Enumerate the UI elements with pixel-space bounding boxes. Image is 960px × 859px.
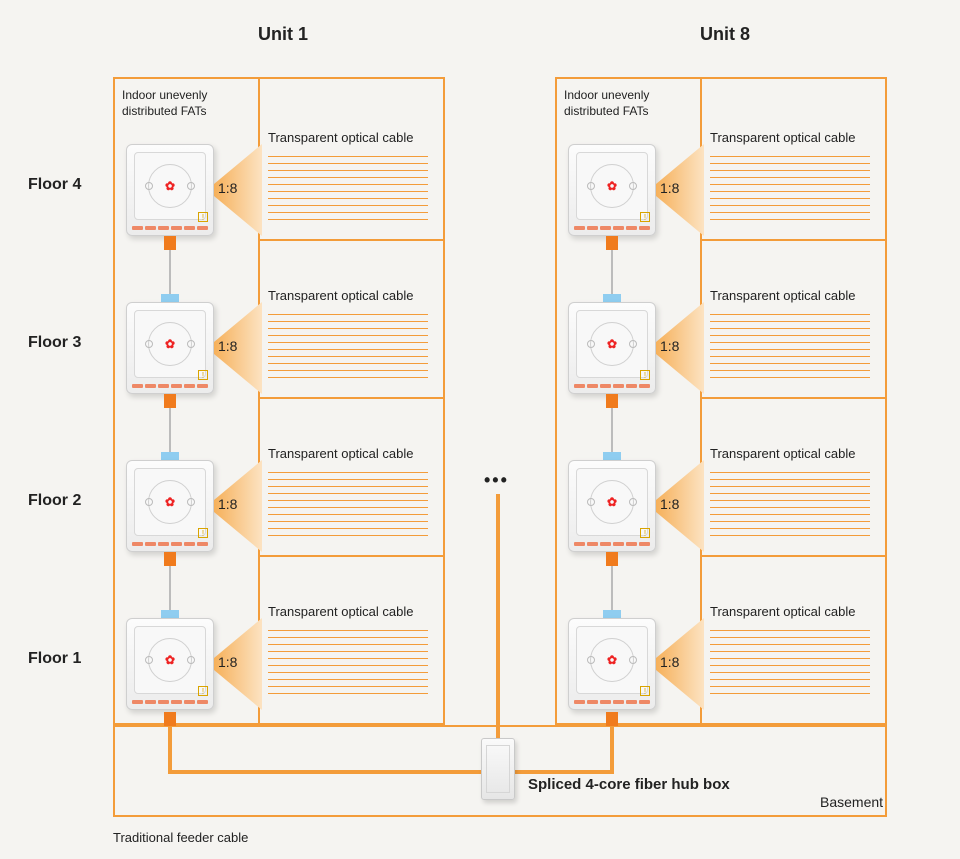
cable-label: Transparent optical cable <box>710 288 856 303</box>
unit-8-title: Unit 8 <box>700 24 750 45</box>
fat-header-u1: Indoor unevenly distributed FATs <box>122 88 207 119</box>
connector-bottom <box>606 552 618 566</box>
u8-drop <box>610 726 614 772</box>
vertical-fiber <box>611 566 613 612</box>
u1-hr-1 <box>258 239 445 241</box>
connector-bottom <box>164 552 176 566</box>
u8-hr-1 <box>700 239 887 241</box>
cable-label: Transparent optical cable <box>268 446 414 461</box>
u1-hr-3 <box>258 555 445 557</box>
floor-label-2: Floor 2 <box>28 492 81 510</box>
connector-bottom <box>606 236 618 250</box>
cable-label: Transparent optical cable <box>710 130 856 145</box>
u8-to-hub <box>513 770 614 774</box>
split-ratio: 1:8 <box>218 180 237 196</box>
unit-1-title: Unit 1 <box>258 24 308 45</box>
cable-lines <box>268 156 428 220</box>
vertical-fiber <box>611 250 613 296</box>
vertical-fiber <box>169 408 171 454</box>
fat-device: ✿ ! <box>568 302 656 394</box>
vertical-fiber <box>169 566 171 612</box>
cable-lines <box>710 472 870 536</box>
cable-lines <box>268 314 428 378</box>
fat-device: ✿ ! <box>568 618 656 710</box>
floor-label-1: Floor 1 <box>28 650 81 668</box>
fat-device: ✿ ! <box>126 302 214 394</box>
split-ratio: 1:8 <box>660 338 679 354</box>
split-ratio: 1:8 <box>660 180 679 196</box>
mid-drop <box>496 494 500 772</box>
fat-device: ✿ ! <box>126 144 214 236</box>
fat-device: ✿ ! <box>568 144 656 236</box>
fat-device: ✿ ! <box>568 460 656 552</box>
cable-label: Transparent optical cable <box>268 604 414 619</box>
split-ratio: 1:8 <box>660 496 679 512</box>
cable-label: Transparent optical cable <box>710 604 856 619</box>
cable-label: Transparent optical cable <box>710 446 856 461</box>
u1-drop <box>168 726 172 772</box>
vertical-fiber <box>169 250 171 296</box>
floor-label-3: Floor 3 <box>28 334 81 352</box>
u1-hr-2 <box>258 397 445 399</box>
split-ratio: 1:8 <box>218 496 237 512</box>
hub-label: Spliced 4-core fiber hub box <box>528 776 730 793</box>
u8-floor1-port <box>606 712 618 726</box>
cable-lines <box>268 630 428 694</box>
cable-lines <box>268 472 428 536</box>
connector-bottom <box>606 394 618 408</box>
split-ratio: 1:8 <box>218 338 237 354</box>
u8-hr-2 <box>700 397 887 399</box>
basement-label: Basement <box>820 794 883 810</box>
u1-to-hub <box>168 770 484 774</box>
ellipsis: ••• <box>484 470 509 491</box>
vertical-fiber <box>611 408 613 454</box>
fat-device: ✿ ! <box>126 460 214 552</box>
connector-bottom <box>164 236 176 250</box>
cable-label: Transparent optical cable <box>268 130 414 145</box>
cable-lines <box>710 630 870 694</box>
floor-label-4: Floor 4 <box>28 176 81 194</box>
u8-hr-3 <box>700 555 887 557</box>
fat-header-u8: Indoor unevenly distributed FATs <box>564 88 649 119</box>
cable-label: Transparent optical cable <box>268 288 414 303</box>
connector-bottom <box>164 394 176 408</box>
cable-lines <box>710 314 870 378</box>
fat-device: ✿ ! <box>126 618 214 710</box>
hub-box-icon <box>481 738 515 800</box>
u1-floor1-port <box>164 712 176 726</box>
cable-lines <box>710 156 870 220</box>
feeder-caption: Traditional feeder cable <box>113 830 248 845</box>
split-ratio: 1:8 <box>218 654 237 670</box>
split-ratio: 1:8 <box>660 654 679 670</box>
